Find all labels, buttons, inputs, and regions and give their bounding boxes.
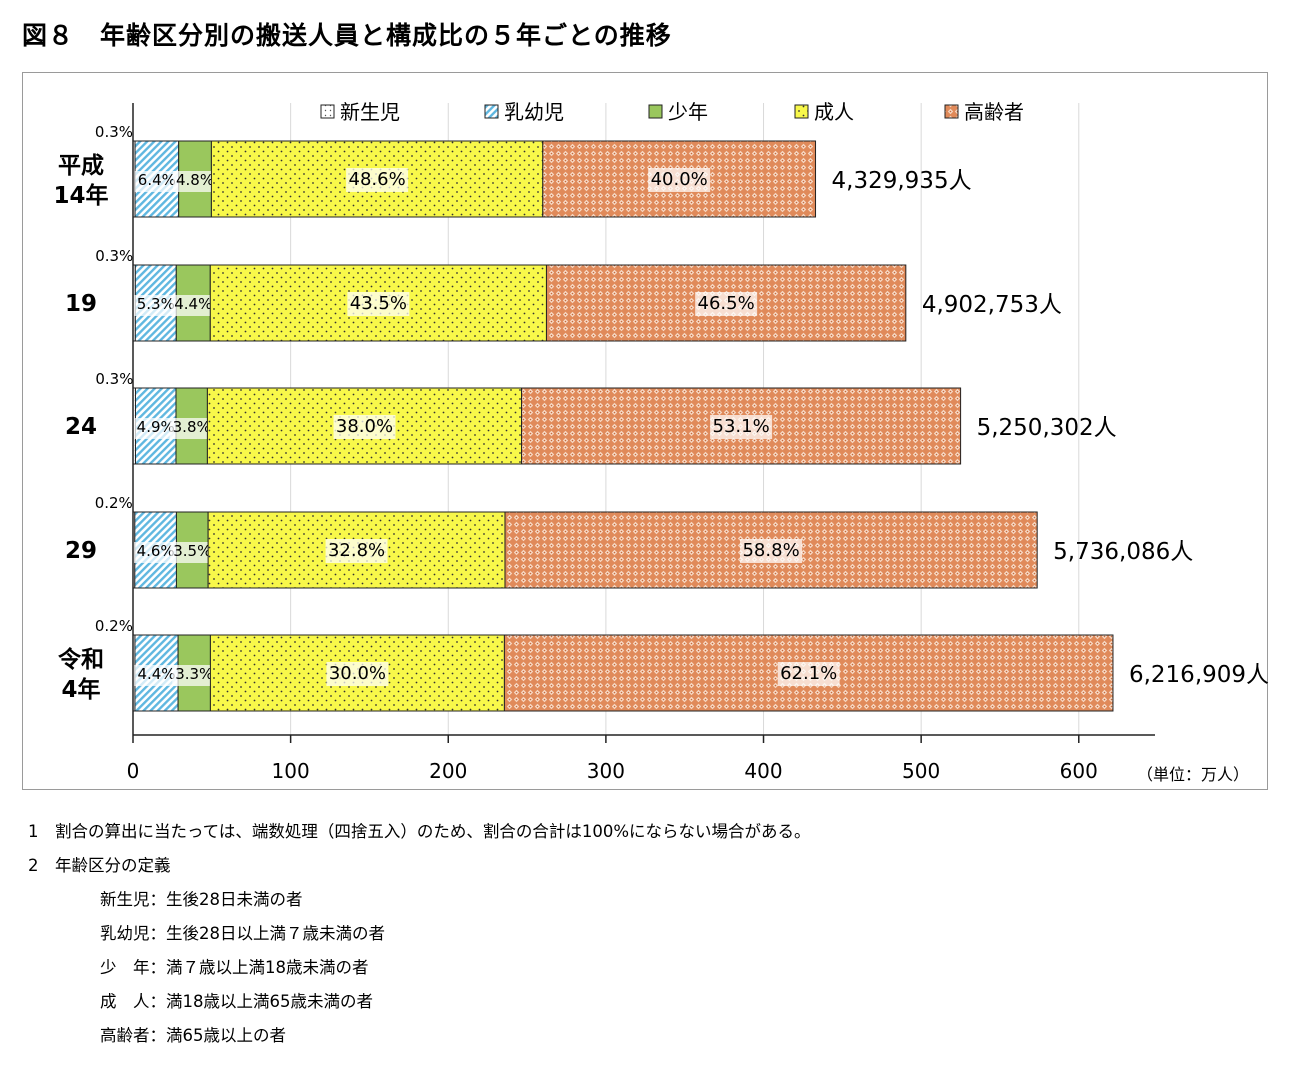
data-label-bg (169, 418, 214, 439)
bar-segment-成人 (210, 140, 544, 218)
total-label: 5,250,302人 (977, 415, 1117, 441)
stacked-bar-chart: 0.3% 6.4% 4.8% 48.6% 40.0% 4,329,935人 平成 14年 0.3… (53, 100, 1269, 784)
definition-youth: 少 年：満７歳以上満18歳未満の者 (100, 958, 369, 977)
data-label: 3.3% (175, 665, 213, 683)
data-label: 62.1% (780, 663, 837, 684)
category-label: 19 (65, 291, 97, 317)
category-label: 29 (65, 538, 97, 564)
note-age-definitions-heading: 2 年齢区分の定義 (28, 856, 171, 875)
category-label: 24 (65, 414, 97, 440)
data-label-bg (133, 295, 178, 316)
x-tick-label: 300 (587, 759, 625, 783)
data-label: 46.5% (698, 293, 755, 314)
category-label: 4年 (61, 676, 100, 703)
data-label: 4.9% (137, 418, 175, 436)
category-label: 令和 (58, 646, 104, 673)
legend-swatch (648, 104, 663, 119)
bars: 0.3% 6.4% 4.8% 48.6% 40.0% 4,329,935人 平成 14年 0.3… (53, 123, 1269, 712)
data-label-bg (740, 539, 803, 563)
data-label: 0.3% (95, 123, 133, 141)
category-label: 平成 (58, 153, 104, 179)
data-label: 0.2% (95, 494, 133, 512)
x-axis: 0 100 200 300 400 500 600 (127, 103, 1155, 783)
data-label: 43.5% (350, 293, 407, 314)
data-label: 38.0% (336, 416, 393, 437)
definition-infant: 乳幼児：生後28日以上満７歳未満の者 (100, 924, 385, 943)
legend-label: 高齢者 (964, 100, 1024, 124)
data-label-bg (170, 542, 215, 563)
legend-swatch (320, 104, 335, 119)
data-label: 5.3% (137, 295, 175, 313)
legend-label: 成人 (814, 100, 854, 124)
legend: 新生児 乳幼児 少年 成人 高齢者 (320, 100, 1024, 124)
data-label-bg (325, 539, 388, 563)
total-label: 6,216,909人 (1129, 662, 1269, 688)
data-label-bg (172, 665, 217, 686)
data-label: 0.3% (95, 247, 133, 265)
data-label-bg (347, 292, 410, 316)
data-label-bg (133, 542, 178, 563)
data-label-bg (326, 662, 389, 686)
legend-label: 新生児 (340, 100, 400, 124)
data-label: 40.0% (651, 169, 708, 190)
data-label: 4.8% (176, 171, 214, 189)
definition-elderly: 高齢者：満65歳以上の者 (100, 1026, 286, 1045)
data-label-bg (333, 415, 396, 439)
data-label: 3.8% (173, 418, 211, 436)
data-label-bg (171, 295, 216, 316)
total-label: 5,736,086人 (1053, 539, 1193, 565)
data-label-bg (133, 418, 178, 439)
bar-segment-高齢者 (545, 264, 907, 342)
x-tick-label: 0 (127, 759, 140, 783)
unit-label: （単位：万人） (1137, 765, 1249, 784)
data-label: 4.4% (174, 295, 212, 313)
data-label-bg (173, 171, 218, 192)
data-label: 0.3% (95, 370, 133, 388)
data-label-bg (134, 665, 179, 686)
data-label-bg (710, 415, 773, 439)
x-tick-label: 500 (902, 759, 940, 783)
legend-label: 少年 (668, 100, 708, 124)
x-tick-label: 600 (1060, 759, 1098, 783)
figure-title: 図８ 年齢区分別の搬送人員と構成比の５年ごとの推移 (22, 21, 672, 50)
data-label: 0.2% (95, 617, 133, 635)
legend-swatch (944, 104, 959, 119)
data-label: 53.1% (713, 416, 770, 437)
data-label-bg (346, 168, 409, 192)
legend-swatch (484, 104, 499, 119)
category-label: 14年 (53, 182, 108, 209)
data-label-bg (134, 171, 179, 192)
definition-adult: 成 人：満18歳以上満65歳未満の者 (100, 992, 373, 1011)
chart-frame: 0.3% 6.4% 4.8% 48.6% 40.0% 4,329,935人 平成 14年 0.3… (22, 72, 1269, 790)
legend-label: 乳幼児 (504, 100, 564, 124)
data-label: 3.5% (173, 542, 211, 560)
x-tick-label: 100 (272, 759, 310, 783)
total-label: 4,329,935人 (832, 168, 972, 194)
x-tick-label: 400 (744, 759, 782, 783)
note-rounding: 1 割合の算出に当たっては、端数処理（四捨五入）のため、割合の合計は100%にな… (28, 822, 811, 841)
data-label: 4.4% (137, 665, 175, 683)
x-tick-label: 200 (429, 759, 467, 783)
data-label: 6.4% (138, 171, 176, 189)
definition-newborn: 新生児：生後28日未満の者 (100, 890, 303, 909)
data-label: 32.8% (328, 540, 385, 561)
data-label-bg (695, 292, 758, 316)
data-label: 58.8% (742, 540, 799, 561)
data-label: 48.6% (349, 169, 406, 190)
data-label-bg (777, 662, 840, 686)
total-label: 4,902,753人 (922, 292, 1062, 318)
data-label: 30.0% (329, 663, 386, 684)
data-label: 4.6% (137, 542, 175, 560)
legend-swatch (794, 104, 809, 119)
data-label-bg (648, 168, 711, 192)
